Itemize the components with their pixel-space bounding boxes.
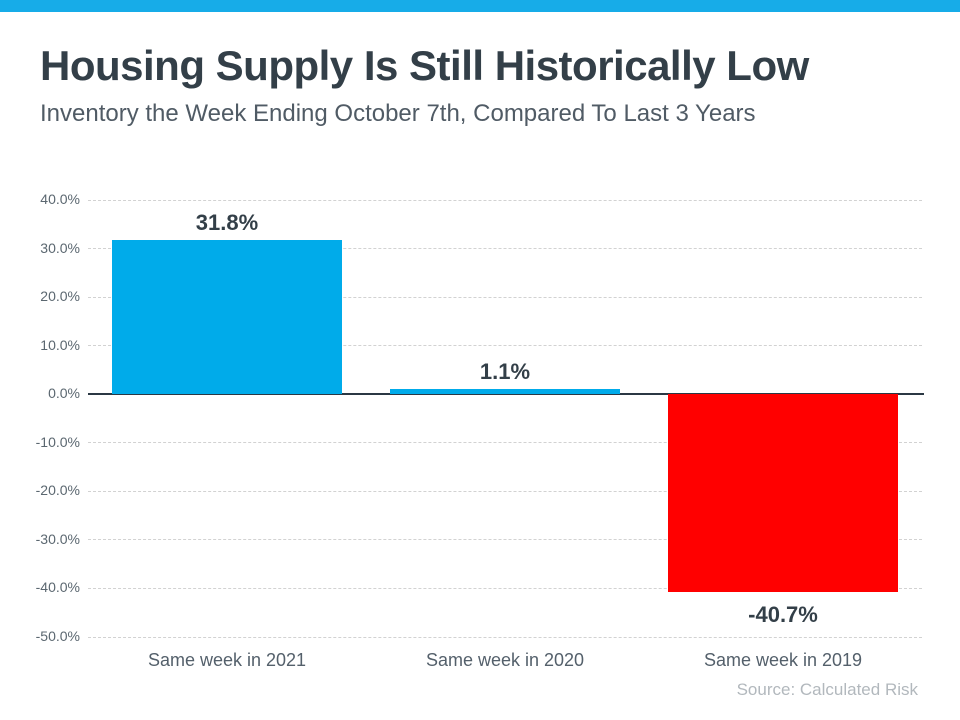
y-axis-tick-label: -50.0% — [35, 628, 80, 644]
page-title: Housing Supply Is Still Historically Low — [40, 42, 809, 89]
x-axis-category-label: Same week in 2020 — [425, 650, 585, 670]
gridline — [88, 248, 922, 250]
bar-value-label: 31.8% — [195, 209, 259, 235]
gridline — [88, 442, 922, 444]
gridline — [88, 539, 922, 541]
y-axis-tick-label: 30.0% — [40, 239, 80, 256]
y-axis-tick-label: 0.0% — [48, 385, 80, 402]
x-axis-category-label: Same week in 2021 — [147, 650, 307, 670]
y-axis-tick-label: -10.0% — [35, 433, 80, 450]
y-axis-tick-label: -30.0% — [35, 530, 80, 547]
y-axis-tick-label: 10.0% — [40, 336, 80, 353]
zero-axis-line — [88, 393, 924, 396]
y-axis-tick-label: 40.0% — [40, 191, 80, 207]
gridline — [88, 490, 922, 492]
gridline — [88, 345, 922, 347]
bar-value-label: 1.1% — [479, 358, 531, 384]
bar-same-week-in-2020 — [390, 388, 620, 395]
x-axis-category-label: Same week in 2019 — [703, 650, 863, 670]
gridline — [88, 587, 922, 589]
gridline — [88, 636, 922, 638]
bar-value-label: -40.7% — [748, 601, 818, 627]
y-axis-tick-label: -40.0% — [35, 579, 80, 596]
page-subtitle: Inventory the Week Ending October 7th, C… — [40, 100, 756, 127]
bar-same-week-in-2021 — [112, 239, 342, 395]
bar-same-week-in-2019 — [668, 394, 898, 592]
source-credit: Source: Calculated Risk — [736, 680, 918, 699]
top-accent-stripe — [0, 0, 960, 12]
gridline — [88, 296, 922, 298]
gridline — [88, 199, 922, 201]
y-axis-tick-label: 20.0% — [40, 288, 80, 305]
y-axis-tick-label: -20.0% — [35, 482, 80, 499]
